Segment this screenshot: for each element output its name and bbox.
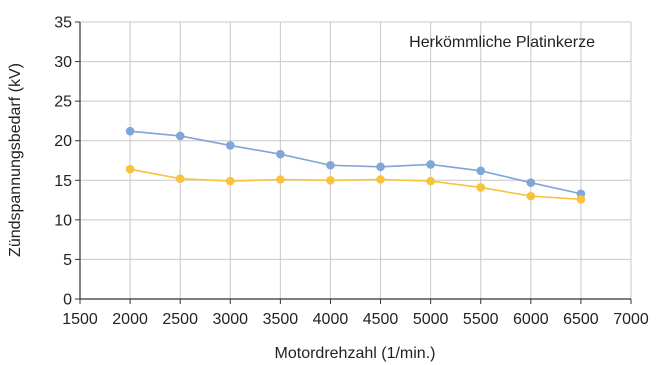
grid bbox=[80, 21, 632, 299]
series-2-point bbox=[526, 191, 536, 201]
y-tick-label: 0 bbox=[63, 292, 72, 309]
axes: 0 5 10 15 20 25 30 35 1500 2000 2500 3000 3500 4000 45… bbox=[54, 15, 649, 329]
series-2-point bbox=[225, 176, 235, 186]
x-tick-label: 1500 bbox=[62, 311, 98, 328]
series-2-point bbox=[426, 176, 435, 186]
x-tick-label: 7000 bbox=[613, 311, 649, 328]
series-line-1 bbox=[130, 130, 582, 195]
series-2-point bbox=[125, 164, 135, 174]
series-1-point bbox=[526, 178, 536, 187]
series-2-point bbox=[276, 175, 285, 184]
series-2-point bbox=[576, 194, 586, 204]
series-1-point bbox=[225, 141, 235, 150]
series-1-point bbox=[175, 131, 185, 141]
x-tick-label: 5000 bbox=[413, 311, 449, 328]
x-tick-label: 2500 bbox=[162, 311, 198, 328]
x-tick-label: 4000 bbox=[313, 311, 349, 328]
y-tick-label: 35 bbox=[54, 15, 72, 32]
x-tick-label: 6000 bbox=[513, 311, 549, 328]
x-tick-label: 3500 bbox=[263, 311, 299, 328]
x-tick-label: 5500 bbox=[463, 311, 499, 328]
series-1-point bbox=[376, 162, 385, 172]
series-2-point bbox=[326, 175, 335, 185]
x-tick-label: 3000 bbox=[212, 311, 248, 328]
y-tick-label: 5 bbox=[63, 252, 72, 269]
x-tick-label: 2000 bbox=[112, 311, 148, 328]
y-tick-label: 10 bbox=[54, 212, 72, 229]
x-tick-label: 6500 bbox=[563, 311, 599, 328]
series-2-point bbox=[376, 175, 385, 184]
x-tick-label: 4500 bbox=[363, 311, 399, 328]
series-1-point bbox=[125, 126, 135, 136]
series-1-point bbox=[426, 160, 435, 169]
y-tick-label: 25 bbox=[54, 94, 72, 111]
series-1-point bbox=[476, 166, 486, 176]
y-tick-label: 15 bbox=[54, 173, 72, 190]
chart-annotation: Herkömmliche Platinkerze bbox=[409, 34, 595, 51]
y-tick-label: 20 bbox=[54, 133, 72, 150]
y-tick-label: 30 bbox=[54, 54, 72, 71]
y-axis-label: Zündspannungsbedarf (kV) bbox=[7, 63, 24, 257]
series-line-2 bbox=[129, 168, 581, 201]
series-2-point bbox=[175, 174, 185, 184]
series-group bbox=[125, 126, 586, 204]
series-2-point bbox=[476, 183, 486, 192]
x-axis-label: Motordrehzahl (1/min.) bbox=[275, 345, 436, 362]
series-1-point bbox=[276, 149, 285, 159]
series-1-point bbox=[326, 160, 335, 170]
